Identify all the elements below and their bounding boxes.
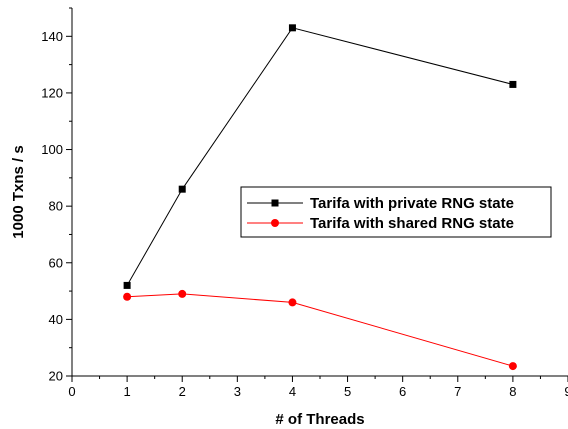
x-tick-label: 9 — [564, 384, 568, 399]
series-1 — [123, 289, 517, 371]
data-point — [123, 281, 131, 289]
ticks: 0 1 2 3 4 5 6 7 8 9 20 40 60 80 100 120 140 — [41, 7, 568, 399]
series-line — [127, 293, 514, 367]
x-tick-label: 7 — [454, 384, 461, 399]
x-axis-title: # of Threads — [275, 411, 364, 428]
y-tick-label: 40 — [49, 312, 63, 327]
data-point — [288, 24, 296, 32]
y-tick-label: 120 — [41, 85, 63, 100]
x-tick-label: 8 — [509, 384, 516, 399]
y-tick-label: 20 — [49, 369, 63, 384]
x-tick-label: 4 — [289, 384, 296, 399]
series-layer — [123, 24, 517, 371]
legend-label: Tarifa with shared RNG state — [310, 215, 514, 232]
legend-label: Tarifa with private RNG state — [310, 195, 514, 212]
x-tick-label: 0 — [68, 384, 75, 399]
data-point — [178, 289, 187, 298]
x-tick-label: 5 — [344, 384, 351, 399]
series-0 — [123, 24, 517, 289]
data-point — [123, 292, 132, 301]
x-tick-label: 3 — [234, 384, 241, 399]
data-point — [508, 362, 517, 371]
data-point — [178, 185, 186, 193]
legend-marker — [271, 199, 279, 207]
y-tick-label: 80 — [49, 199, 63, 214]
data-point — [288, 298, 297, 307]
legend-box — [240, 186, 552, 238]
legend-marker — [271, 219, 279, 227]
legend: Tarifa with private RNG state Tarifa with… — [240, 186, 552, 238]
x-tick-label: 2 — [179, 384, 186, 399]
x-tick-label: 6 — [399, 384, 406, 399]
x-tick-label: 1 — [123, 384, 130, 399]
y-tick-label: 140 — [41, 29, 63, 44]
y-axis-title: 1000 Txns / s — [10, 145, 27, 238]
data-point — [509, 80, 517, 88]
y-tick-label: 100 — [41, 142, 63, 157]
y-tick-label: 60 — [49, 255, 63, 270]
series-line — [126, 27, 514, 286]
